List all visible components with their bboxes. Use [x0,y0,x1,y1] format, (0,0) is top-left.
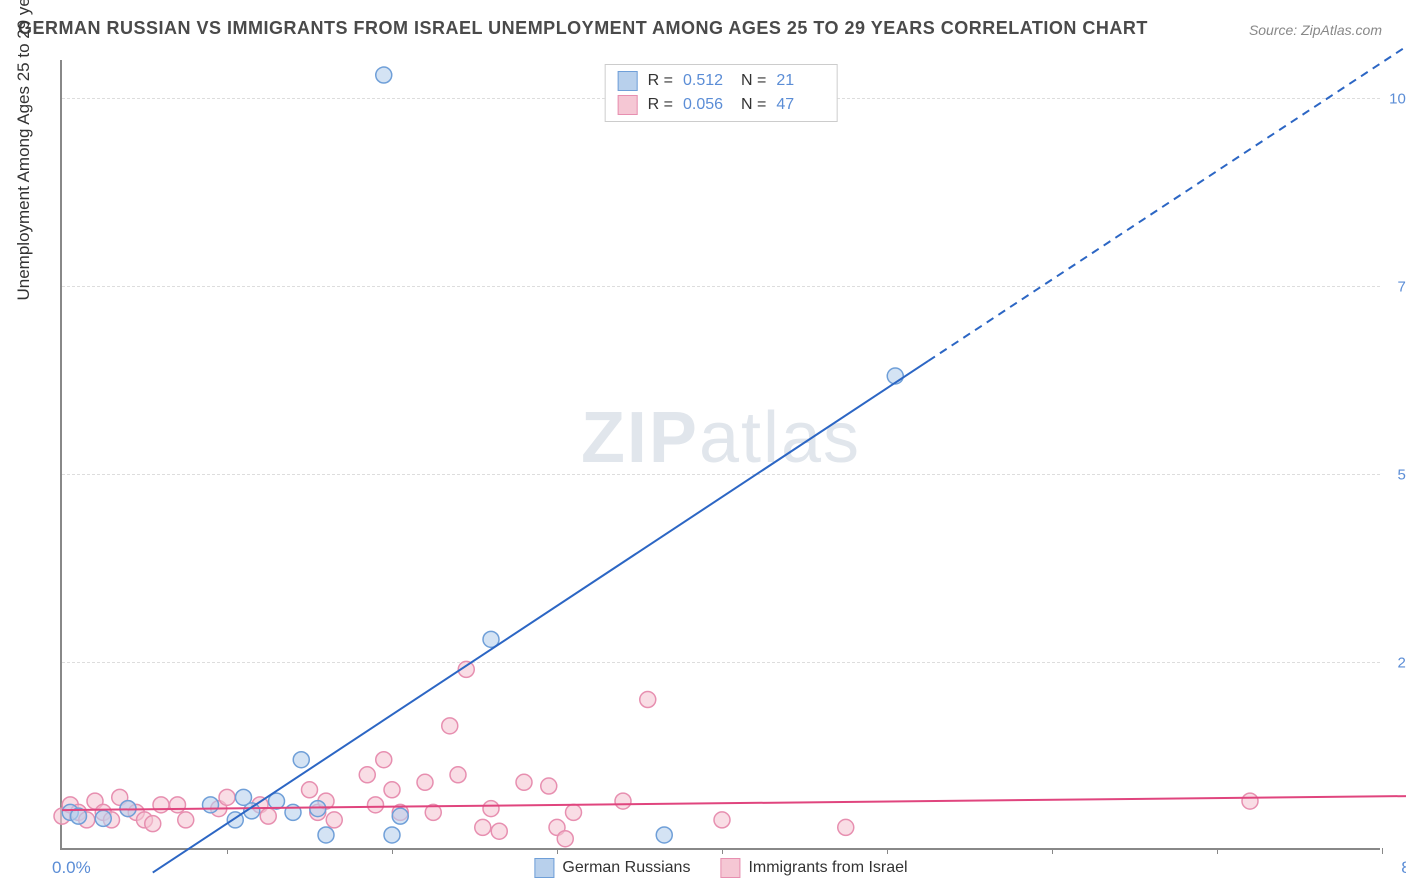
data-point [640,692,656,708]
trend-line [928,30,1406,361]
data-point [1242,793,1258,809]
data-point [219,789,235,805]
n-value-blue: 21 [776,72,824,90]
n-value-pink: 47 [776,96,824,114]
correlation-legend: R = 0.512 N = 21 R = 0.056 N = 47 [605,64,838,122]
n-label: N = [741,96,766,114]
data-point [318,827,334,843]
x-axis-start-label: 0.0% [52,858,91,878]
data-point [442,718,458,734]
data-point [557,831,573,847]
x-tick [557,848,558,854]
x-axis-end-label: 8.0% [1401,858,1406,878]
x-tick [887,848,888,854]
data-point [203,797,219,813]
data-point [615,793,631,809]
x-tick [1052,848,1053,854]
legend-item-pink: Immigrants from Israel [720,858,907,878]
data-point [376,752,392,768]
data-point [302,782,318,798]
r-value-blue: 0.512 [683,72,731,90]
scatter-svg [62,60,1380,848]
swatch-pink-icon [618,95,638,115]
data-point [541,778,557,794]
swatch-blue-icon [534,858,554,878]
trend-line [153,361,929,873]
data-point [376,67,392,83]
r-label: R = [648,96,673,114]
legend-row-blue: R = 0.512 N = 21 [618,69,825,93]
data-point [95,810,111,826]
x-tick [722,848,723,854]
data-point [566,804,582,820]
data-point [483,801,499,817]
data-point [516,774,532,790]
legend-item-blue: German Russians [534,858,690,878]
y-tick-label: 50.0% [1397,466,1406,483]
data-point [475,819,491,835]
chart-title: GERMAN RUSSIAN VS IMMIGRANTS FROM ISRAEL… [18,18,1148,39]
data-point [392,808,408,824]
data-point [293,752,309,768]
y-tick-label: 75.0% [1397,278,1406,295]
swatch-pink-icon [720,858,740,878]
series-legend: German Russians Immigrants from Israel [534,858,907,878]
legend-row-pink: R = 0.056 N = 47 [618,93,825,117]
x-tick [1382,848,1383,854]
data-point [838,819,854,835]
data-point [384,782,400,798]
data-point [310,801,326,817]
data-point [359,767,375,783]
y-axis-label: Unemployment Among Ages 25 to 29 years [14,0,34,301]
data-point [384,827,400,843]
data-point [145,816,161,832]
data-point [491,823,507,839]
data-point [178,812,194,828]
x-tick [392,848,393,854]
data-point [326,812,342,828]
y-tick-label: 100.0% [1389,90,1406,107]
data-point [368,797,384,813]
source-label: Source: ZipAtlas.com [1249,22,1382,38]
plot-area: Unemployment Among Ages 25 to 29 years 2… [60,60,1380,850]
y-tick-label: 25.0% [1397,654,1406,671]
swatch-blue-icon [618,71,638,91]
x-tick [227,848,228,854]
data-point [417,774,433,790]
data-point [450,767,466,783]
data-point [714,812,730,828]
x-tick [1217,848,1218,854]
series-name-blue: German Russians [562,859,690,877]
data-point [260,808,276,824]
data-point [170,797,186,813]
series-name-pink: Immigrants from Israel [748,859,907,877]
data-point [153,797,169,813]
r-value-pink: 0.056 [683,96,731,114]
n-label: N = [741,72,766,90]
data-point [656,827,672,843]
r-label: R = [648,72,673,90]
